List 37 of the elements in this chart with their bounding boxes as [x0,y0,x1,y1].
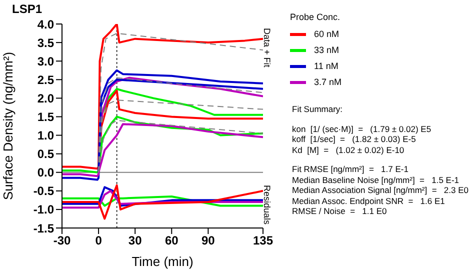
y-tick-label: -1.0 [33,202,54,217]
y-tick-label: 2.5 [37,72,54,87]
x-axis-title: Time (min) [132,254,194,269]
y-tick-label: 4.0 [37,17,54,32]
text: RMSE / Noise = 1.1 E0 [292,206,388,216]
y-tick-label: -1.5 [33,221,54,236]
legend-title: Probe Conc. [290,12,342,22]
text: Median Baseline Noise [ng/mm²] = 1.5 E-1 [292,174,460,185]
y-tick-label: 3.0 [37,54,54,68]
text: Fit Summary: [292,104,344,114]
y-tick-label: 0.0 [37,166,54,180]
y-tick-label: 1.0 [37,128,54,143]
text: Median Association Signal [ng/mm²] = 2.3 E0 [292,185,468,196]
y-tick-label: 2.0 [37,91,54,106]
legend-label: 3.7 nM [313,76,342,89]
x-tick-label: 60 [164,234,179,248]
text: Kd [M] = (1.02 ± 0.02) E-10 [292,144,406,155]
annotation: Data + Fit [262,28,272,68]
legend-label: 60 nM [313,28,340,41]
x-tick-label: 30 [128,234,142,248]
legend-label: 33 nM [313,44,340,57]
y-tick-label: 0.5 [37,147,54,162]
x-tick-label: -30 [53,234,71,248]
text: Median Assoc. Endpoint SNR = 1.6 E1 [292,196,446,206]
annotation: Residuals [262,185,272,225]
x-tick-label: 0 [95,234,102,248]
x-tick-label: 90 [202,234,216,248]
y-axis-title: Surface Density (ng/mm²) [0,52,16,200]
y-tick-label: 3.5 [37,36,54,50]
y-tick-label: -0.5 [33,184,54,198]
chart-title: LSP1 [12,2,42,16]
text: Fit RMSE [ng/mm²] = 1.7 E-1 [292,164,410,174]
text: kon [1/ (sec·M)] = (1.79 ± 0.02) E5 [292,124,432,134]
text: koff [1/sec] = (1.82 ± 0.03) E-5 [292,134,417,144]
y-tick-label: 1.5 [37,110,54,124]
x-tick-label: 135 [252,234,274,248]
legend-label: 11 nM [313,60,340,73]
